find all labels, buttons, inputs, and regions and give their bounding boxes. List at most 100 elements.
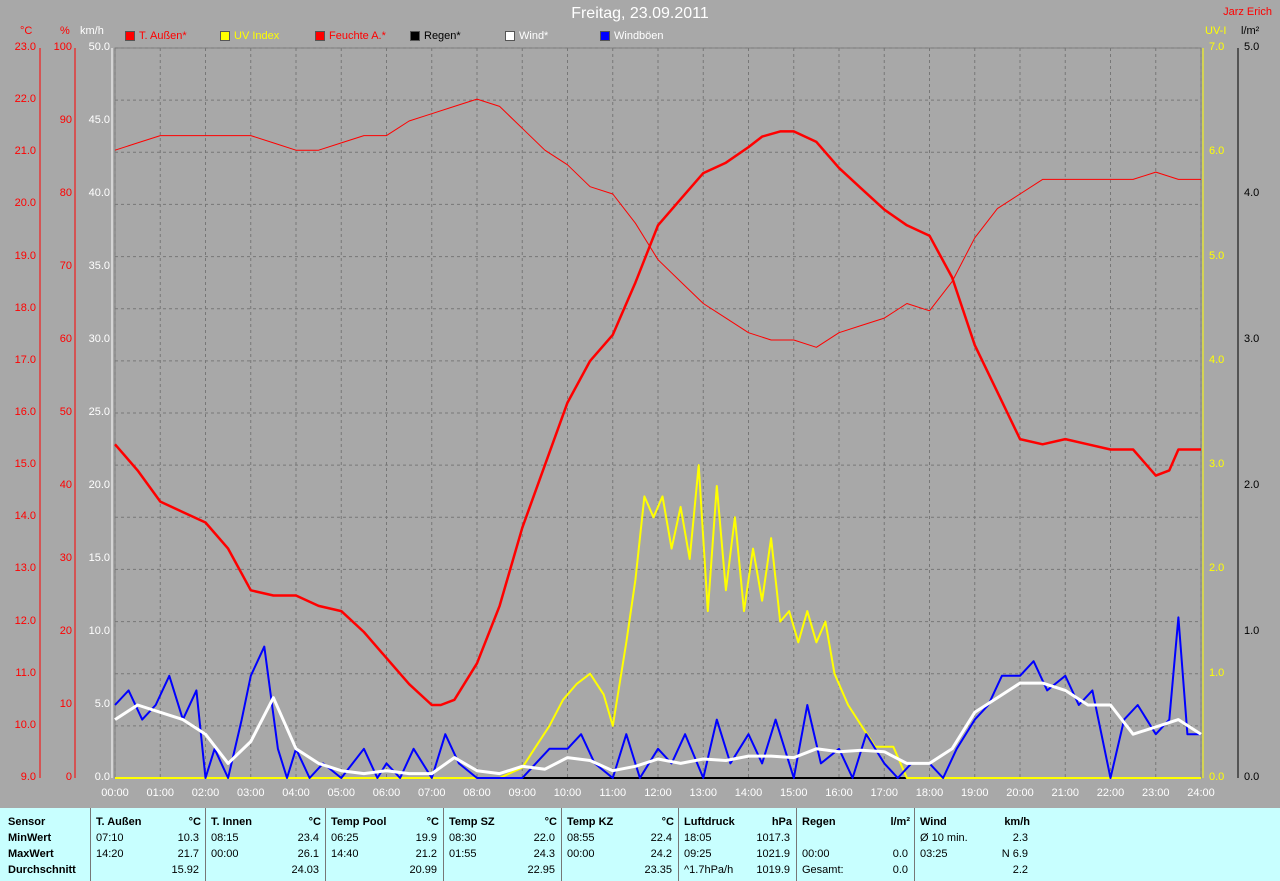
rain-tick-label: 4.0 xyxy=(1244,187,1260,199)
x-tick-label: 01:00 xyxy=(146,787,175,799)
temp-unit: °C xyxy=(20,25,33,37)
humidity-tick-label: 100 xyxy=(53,41,72,53)
stats-table: Sensor MinWert MaxWert Durchschnitt T. A… xyxy=(0,808,1280,881)
stats-avg-time: Gesamt: xyxy=(802,864,844,876)
stats-sensor-name: Regen xyxy=(802,816,836,828)
stats-min-value: 19.9 xyxy=(415,832,437,844)
x-tick-label: 19:00 xyxy=(960,787,989,799)
wind-tick-label: 40.0 xyxy=(88,187,110,199)
stats-min-value: 22.4 xyxy=(650,832,672,844)
legend-label: Windböen xyxy=(614,30,664,42)
stats-max-time: 01:55 xyxy=(449,848,477,860)
temp-tick-label: 18.0 xyxy=(14,301,36,314)
stats-min-time: 07:10 xyxy=(96,832,124,844)
legend-swatch xyxy=(410,31,420,41)
stats-column: Wind km/h Ø 10 min. 2.3 03:25 N 6.9 2.2 xyxy=(914,808,1035,881)
stats-column: Temp SZ °C 08:30 22.0 01:55 24.3 22.95 xyxy=(443,808,562,881)
stats-sensor-name: T. Innen xyxy=(211,816,252,828)
temp-tick-label: 12.0 xyxy=(14,614,36,627)
x-tick-label: 05:00 xyxy=(327,787,356,799)
temp-tick-label: 23.0 xyxy=(14,41,36,53)
legend-item-humidity: Feuchte A.* xyxy=(315,30,386,42)
x-tick-label: 11:00 xyxy=(599,787,627,799)
x-tick-label: 20:00 xyxy=(1006,787,1034,799)
stats-avg-value: 1019.9 xyxy=(756,864,790,876)
x-tick-label: 17:00 xyxy=(870,787,899,799)
stats-sensor-name: Temp SZ xyxy=(449,816,495,828)
stats-max-time: 09:25 xyxy=(684,848,712,860)
stats-min-value: 22.0 xyxy=(533,832,555,844)
x-tick-label: 16:00 xyxy=(825,787,853,799)
stats-sensor-name: Temp Pool xyxy=(331,816,387,828)
stats-sensor-name: Wind xyxy=(920,816,947,828)
stats-sensor-name: Temp KZ xyxy=(567,816,614,828)
legend-label: Wind* xyxy=(519,30,549,42)
humidity-tick-label: 60 xyxy=(59,333,72,345)
x-tick-label: 14:00 xyxy=(734,787,763,799)
x-tick-label: 02:00 xyxy=(191,787,220,799)
author-label: Jarz Erich xyxy=(1223,6,1272,18)
series-line-uv-index xyxy=(115,464,1201,779)
stats-avg-value: 15.92 xyxy=(171,864,199,876)
uv-tick-label: 3.0 xyxy=(1209,458,1225,471)
legend-label: Feuchte A.* xyxy=(329,30,386,42)
uv-tick-label: 4.0 xyxy=(1209,353,1225,366)
x-tick-label: 24:00 xyxy=(1187,787,1215,799)
stats-column: Luftdruck hPa 18:05 1017.3 09:25 1021.9 ^1.7hP… xyxy=(678,808,797,881)
stats-min-time: 08:55 xyxy=(567,832,595,844)
stats-column: Temp Pool °C 06:25 19.9 14:40 21.2 20.99 xyxy=(325,808,444,881)
stats-avg-value: 0.0 xyxy=(892,864,908,876)
humidity-tick-label: 70 xyxy=(59,260,72,272)
uv-tick-label: 2.0 xyxy=(1209,562,1225,575)
temp-tick-label: 11.0 xyxy=(15,666,36,679)
rain-tick-label: 1.0 xyxy=(1244,625,1260,637)
stats-min-time: 08:15 xyxy=(211,832,239,844)
stats-max-value: 24.3 xyxy=(533,848,555,860)
legend-label: T. Außen* xyxy=(139,30,187,42)
humidity-tick-label: 40 xyxy=(59,479,72,491)
humidity-tick-label: 20 xyxy=(59,625,72,637)
stats-min-value: 23.4 xyxy=(297,832,319,844)
legend-swatch xyxy=(505,31,515,41)
wind-tick-label: 35.0 xyxy=(88,260,110,272)
stats-max-time: 14:20 xyxy=(96,848,124,860)
rain-tick-label: 3.0 xyxy=(1244,333,1260,345)
stats-min-value: 2.3 xyxy=(1012,832,1028,844)
stats-max-time: 00:00 xyxy=(567,848,595,860)
wind-tick-label: 0.0 xyxy=(94,771,110,783)
humidity-tick-label: 10 xyxy=(59,698,72,710)
weather-chart xyxy=(39,47,1239,779)
wind-tick-label: 20.0 xyxy=(88,479,110,491)
stats-avg-value: 22.95 xyxy=(527,864,555,876)
stats-min-time: 06:25 xyxy=(331,832,359,844)
legend-swatch xyxy=(220,31,230,41)
stats-min-time: Ø 10 min. xyxy=(920,832,968,844)
x-tick-label: 10:00 xyxy=(553,787,582,799)
temp-tick-label: 9.0 xyxy=(20,771,36,783)
stats-avg-time: ^1.7hPa/h xyxy=(684,864,734,876)
row-header-sensor: Sensor xyxy=(8,816,46,828)
stats-max-value: 26.1 xyxy=(297,848,319,860)
stats-unit: °C xyxy=(426,816,439,828)
stats-sensor-name: T. Außen xyxy=(96,816,142,828)
stats-unit: hPa xyxy=(771,816,792,828)
legend-swatch xyxy=(125,31,135,41)
humidity-tick-label: 30 xyxy=(59,552,72,564)
stats-unit: °C xyxy=(544,816,557,828)
temp-tick-label: 21.0 xyxy=(14,145,36,158)
row-header-avg: Durchschnitt xyxy=(8,864,76,876)
humidity-tick-label: 80 xyxy=(59,187,72,199)
stats-min-value: 1017.3 xyxy=(756,832,790,844)
chart-title: Freitag, 23.09.2011 xyxy=(571,5,709,22)
temp-tick-label: 20.0 xyxy=(14,197,36,210)
stats-avg-value: 20.99 xyxy=(409,864,437,876)
uv-tick-label: 7.0 xyxy=(1209,41,1225,53)
temp-tick-label: 16.0 xyxy=(14,406,36,418)
uv-unit: UV-I xyxy=(1205,25,1227,37)
row-header-min: MinWert xyxy=(8,832,52,844)
rain-tick-label: 5.0 xyxy=(1244,41,1260,53)
wind-tick-label: 45.0 xyxy=(88,114,110,126)
stats-column: Temp KZ °C 08:55 22.4 00:00 24.2 23.35 xyxy=(561,808,679,881)
legend-label: Regen* xyxy=(424,30,461,42)
x-tick-label: 12:00 xyxy=(644,787,672,799)
